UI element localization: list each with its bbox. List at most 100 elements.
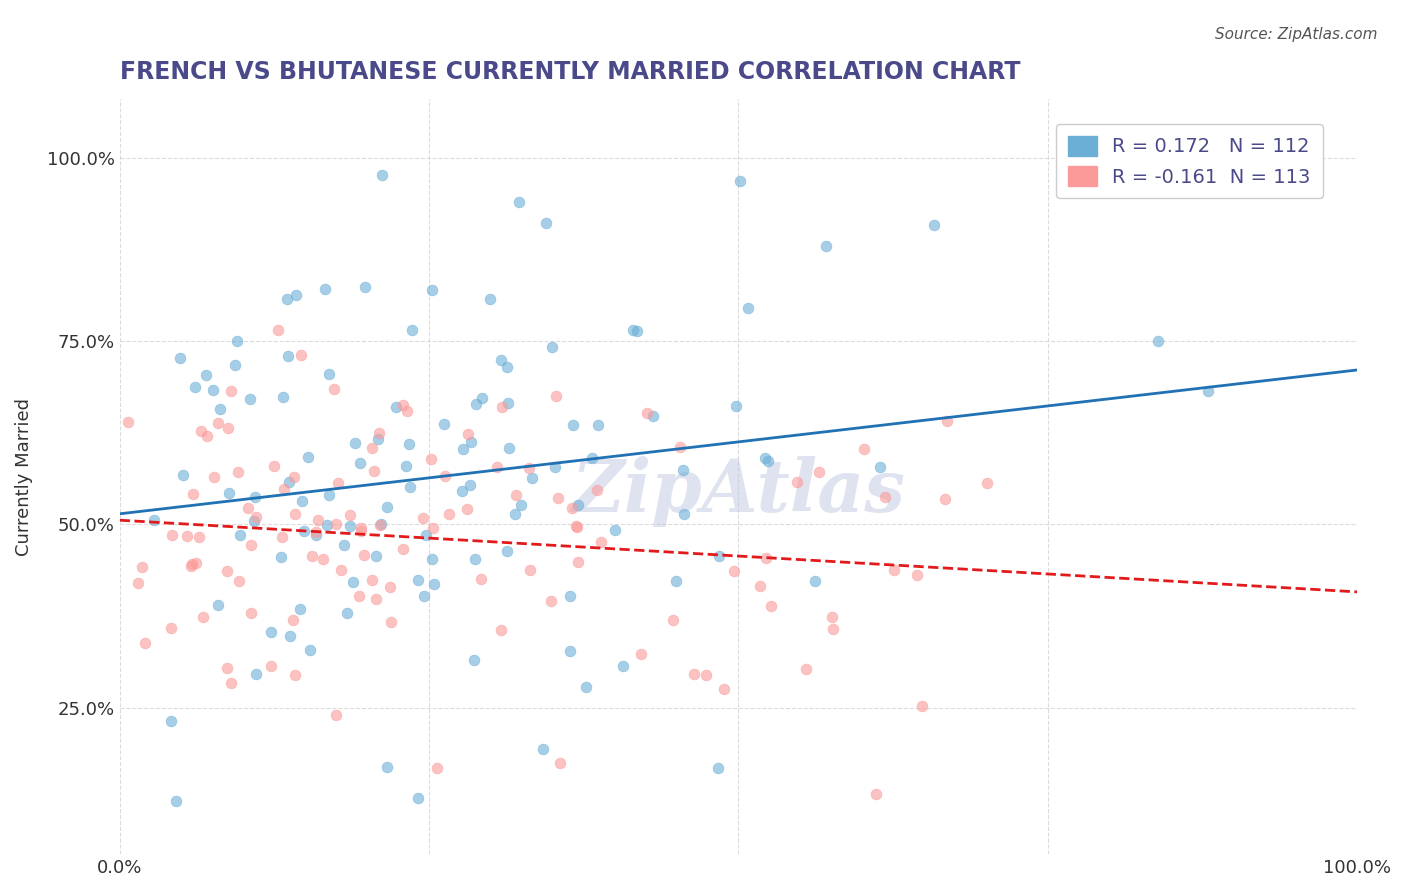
Point — [226, 334, 249, 349]
Point — [339, 508, 361, 523]
Point — [316, 518, 339, 533]
Point — [567, 498, 589, 512]
Point — [370, 516, 392, 531]
Point — [361, 573, 384, 587]
Point — [478, 292, 501, 306]
Point — [336, 606, 359, 620]
Point — [201, 383, 224, 397]
Point — [339, 518, 361, 533]
Point — [371, 168, 394, 182]
Point — [433, 417, 456, 432]
Point — [821, 610, 844, 624]
Point — [360, 442, 382, 456]
Point — [349, 456, 371, 470]
Point — [451, 483, 474, 498]
Point — [284, 507, 307, 521]
Point — [548, 756, 571, 771]
Point — [434, 468, 457, 483]
Point — [344, 435, 367, 450]
Point — [412, 589, 434, 603]
Point — [821, 622, 844, 636]
Point — [326, 475, 349, 490]
Point — [565, 520, 588, 534]
Text: FRENCH VS BHUTANESE CURRENTLY MARRIED CORRELATION CHART: FRENCH VS BHUTANESE CURRENTLY MARRIED CO… — [120, 60, 1021, 84]
Point — [464, 551, 486, 566]
Point — [439, 507, 461, 521]
Point — [292, 524, 315, 539]
Point — [367, 432, 389, 446]
Point — [368, 518, 391, 533]
Point — [412, 510, 434, 524]
Point — [401, 323, 423, 337]
Point — [935, 414, 957, 428]
Point — [562, 418, 585, 433]
Point — [243, 514, 266, 528]
Point — [458, 478, 481, 492]
Point — [377, 500, 399, 514]
Point — [794, 662, 817, 676]
Point — [695, 668, 717, 682]
Point — [636, 406, 658, 420]
Point — [544, 460, 567, 475]
Point — [581, 450, 603, 465]
Point — [305, 524, 328, 539]
Point — [561, 501, 583, 516]
Point — [869, 460, 891, 475]
Point — [307, 512, 329, 526]
Point — [314, 282, 336, 296]
Point — [540, 594, 562, 608]
Point — [236, 500, 259, 515]
Point — [498, 442, 520, 456]
Point — [191, 610, 214, 624]
Point — [531, 741, 554, 756]
Point — [260, 625, 283, 640]
Point — [665, 574, 688, 589]
Point — [683, 666, 706, 681]
Point — [865, 787, 887, 801]
Point — [367, 425, 389, 440]
Point — [630, 647, 652, 661]
Point — [520, 470, 543, 484]
Point — [260, 659, 283, 673]
Point — [544, 389, 567, 403]
Point — [626, 324, 648, 338]
Point — [406, 573, 429, 587]
Point — [180, 559, 202, 574]
Text: Source: ZipAtlas.com: Source: ZipAtlas.com — [1215, 27, 1378, 42]
Point — [815, 239, 838, 253]
Point — [159, 714, 181, 728]
Point — [503, 507, 526, 521]
Point — [290, 348, 312, 362]
Point — [423, 576, 446, 591]
Point — [195, 429, 218, 443]
Point — [883, 563, 905, 577]
Point — [263, 458, 285, 473]
Point — [415, 528, 437, 542]
Point — [217, 564, 239, 578]
Point — [318, 368, 340, 382]
Point — [756, 454, 779, 468]
Point — [190, 425, 212, 439]
Point — [184, 556, 207, 570]
Point — [271, 390, 294, 404]
Point — [226, 465, 249, 479]
Point — [749, 579, 772, 593]
Point — [420, 283, 443, 297]
Point — [395, 458, 418, 473]
Point — [299, 643, 322, 657]
Point — [905, 568, 928, 582]
Point — [406, 791, 429, 805]
Point — [807, 465, 830, 479]
Point — [422, 521, 444, 535]
Point — [375, 760, 398, 774]
Point — [291, 493, 314, 508]
Point — [463, 653, 485, 667]
Point — [219, 675, 242, 690]
Point — [267, 322, 290, 336]
Point — [754, 451, 776, 466]
Point — [285, 287, 308, 301]
Point — [219, 384, 242, 398]
Point — [486, 460, 509, 475]
Point — [353, 280, 375, 294]
Point — [169, 351, 191, 365]
